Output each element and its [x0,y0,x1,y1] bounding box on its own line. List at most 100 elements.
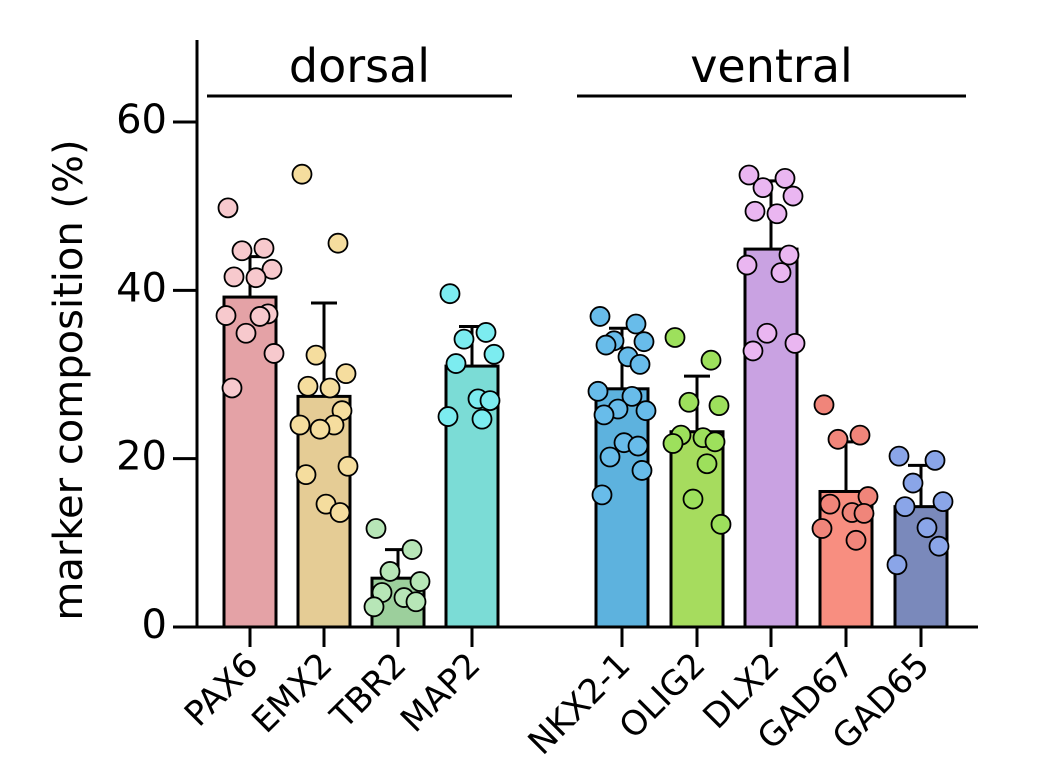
point-dlx2 [738,164,760,186]
y-tick-label-40: 40 [116,265,167,311]
point-nkx2-1 [635,400,657,422]
x-tick-label-emx2: EMX2 [244,645,340,741]
point-emx2 [335,363,357,385]
point-gad67 [845,529,867,551]
point-olig2 [664,327,686,348]
point-pax6 [223,266,245,288]
point-olig2 [696,453,718,475]
point-nkx2-1 [587,380,609,402]
point-gad65 [932,491,954,512]
point-dlx2 [742,340,764,362]
point-emx2 [329,502,351,523]
point-nkx2-1 [633,331,655,353]
point-tbr2 [409,571,431,592]
point-dlx2 [778,244,800,266]
point-dlx2 [744,200,766,222]
point-map2 [475,322,497,343]
x-tick-label-map2: MAP2 [393,645,488,740]
x-tick-label-tbr2: TBR2 [322,645,414,737]
point-nkx2-1 [593,404,615,426]
point-olig2 [682,488,704,510]
point-pax6 [235,322,257,344]
point-olig2 [708,395,730,417]
point-gad67 [857,486,879,507]
point-nkx2-1 [589,306,611,327]
point-pax6 [261,258,283,280]
point-dlx2 [774,167,796,189]
point-map2 [437,406,459,427]
point-pax6 [231,240,253,262]
point-emx2 [319,377,341,399]
point-nkx2-1 [631,460,653,481]
point-emx2 [309,418,331,440]
point-nkx2-1 [625,313,647,335]
point-dlx2 [784,332,806,354]
point-map2 [453,328,475,350]
point-gad65 [894,496,916,518]
point-emx2 [327,232,349,254]
bar-nkx2-1 [594,387,650,629]
y-tick-label-0: 0 [142,602,167,648]
point-gad67 [853,502,875,524]
point-pax6 [249,306,271,327]
group-label-dorsal: dorsal [289,39,430,93]
point-dlx2 [770,262,792,284]
point-tbr2 [401,539,423,560]
point-map2 [445,353,467,374]
point-olig2 [678,391,700,413]
point-nkx2-1 [591,484,613,506]
point-dlx2 [756,322,778,344]
point-olig2 [704,431,726,453]
point-nkx2-1 [627,435,649,457]
point-gad65 [902,472,924,494]
point-nkx2-1 [629,353,651,375]
point-emx2 [297,375,319,397]
y-tick-label-20: 20 [116,434,167,480]
point-gad67 [827,428,849,450]
point-dlx2 [782,185,804,207]
point-gad65 [924,449,946,471]
y-axis-label: marker composition (%) [46,139,92,620]
point-dlx2 [766,203,788,225]
point-gad65 [886,554,908,576]
point-map2 [479,390,501,411]
point-map2 [483,343,505,365]
point-nkx2-1 [621,385,643,407]
point-emx2 [289,414,311,436]
point-emx2 [295,464,317,486]
point-pax6 [215,305,237,326]
point-pax6 [245,267,267,289]
point-gad67 [849,424,871,446]
point-tbr2 [363,596,385,618]
point-pax6 [263,343,285,364]
point-gad65 [888,445,910,467]
y-tick-label-60: 60 [116,97,167,143]
point-pax6 [253,237,275,259]
point-nkx2-1 [595,334,617,356]
point-olig2 [662,433,684,454]
x-tick-label-nkx2-1: NKX2-1 [521,645,639,763]
point-gad67 [819,493,841,515]
point-olig2 [700,349,722,371]
point-gad65 [928,535,950,557]
point-gad67 [813,394,835,416]
point-map2 [471,408,493,430]
point-dlx2 [736,254,758,276]
group-label-ventral: ventral [690,39,853,93]
point-gad67 [811,518,833,539]
x-tick-label-olig2: OLIG2 [612,645,714,747]
point-pax6 [221,377,243,399]
point-emx2 [291,163,313,185]
point-tbr2 [379,561,401,582]
point-tbr2 [365,518,387,539]
point-map2 [439,283,461,305]
point-emx2 [337,455,359,477]
point-pax6 [217,197,239,219]
point-gad65 [916,517,938,539]
point-olig2 [710,513,732,535]
point-nkx2-1 [599,446,621,468]
point-emx2 [305,344,327,366]
bar-dlx2 [743,247,799,629]
